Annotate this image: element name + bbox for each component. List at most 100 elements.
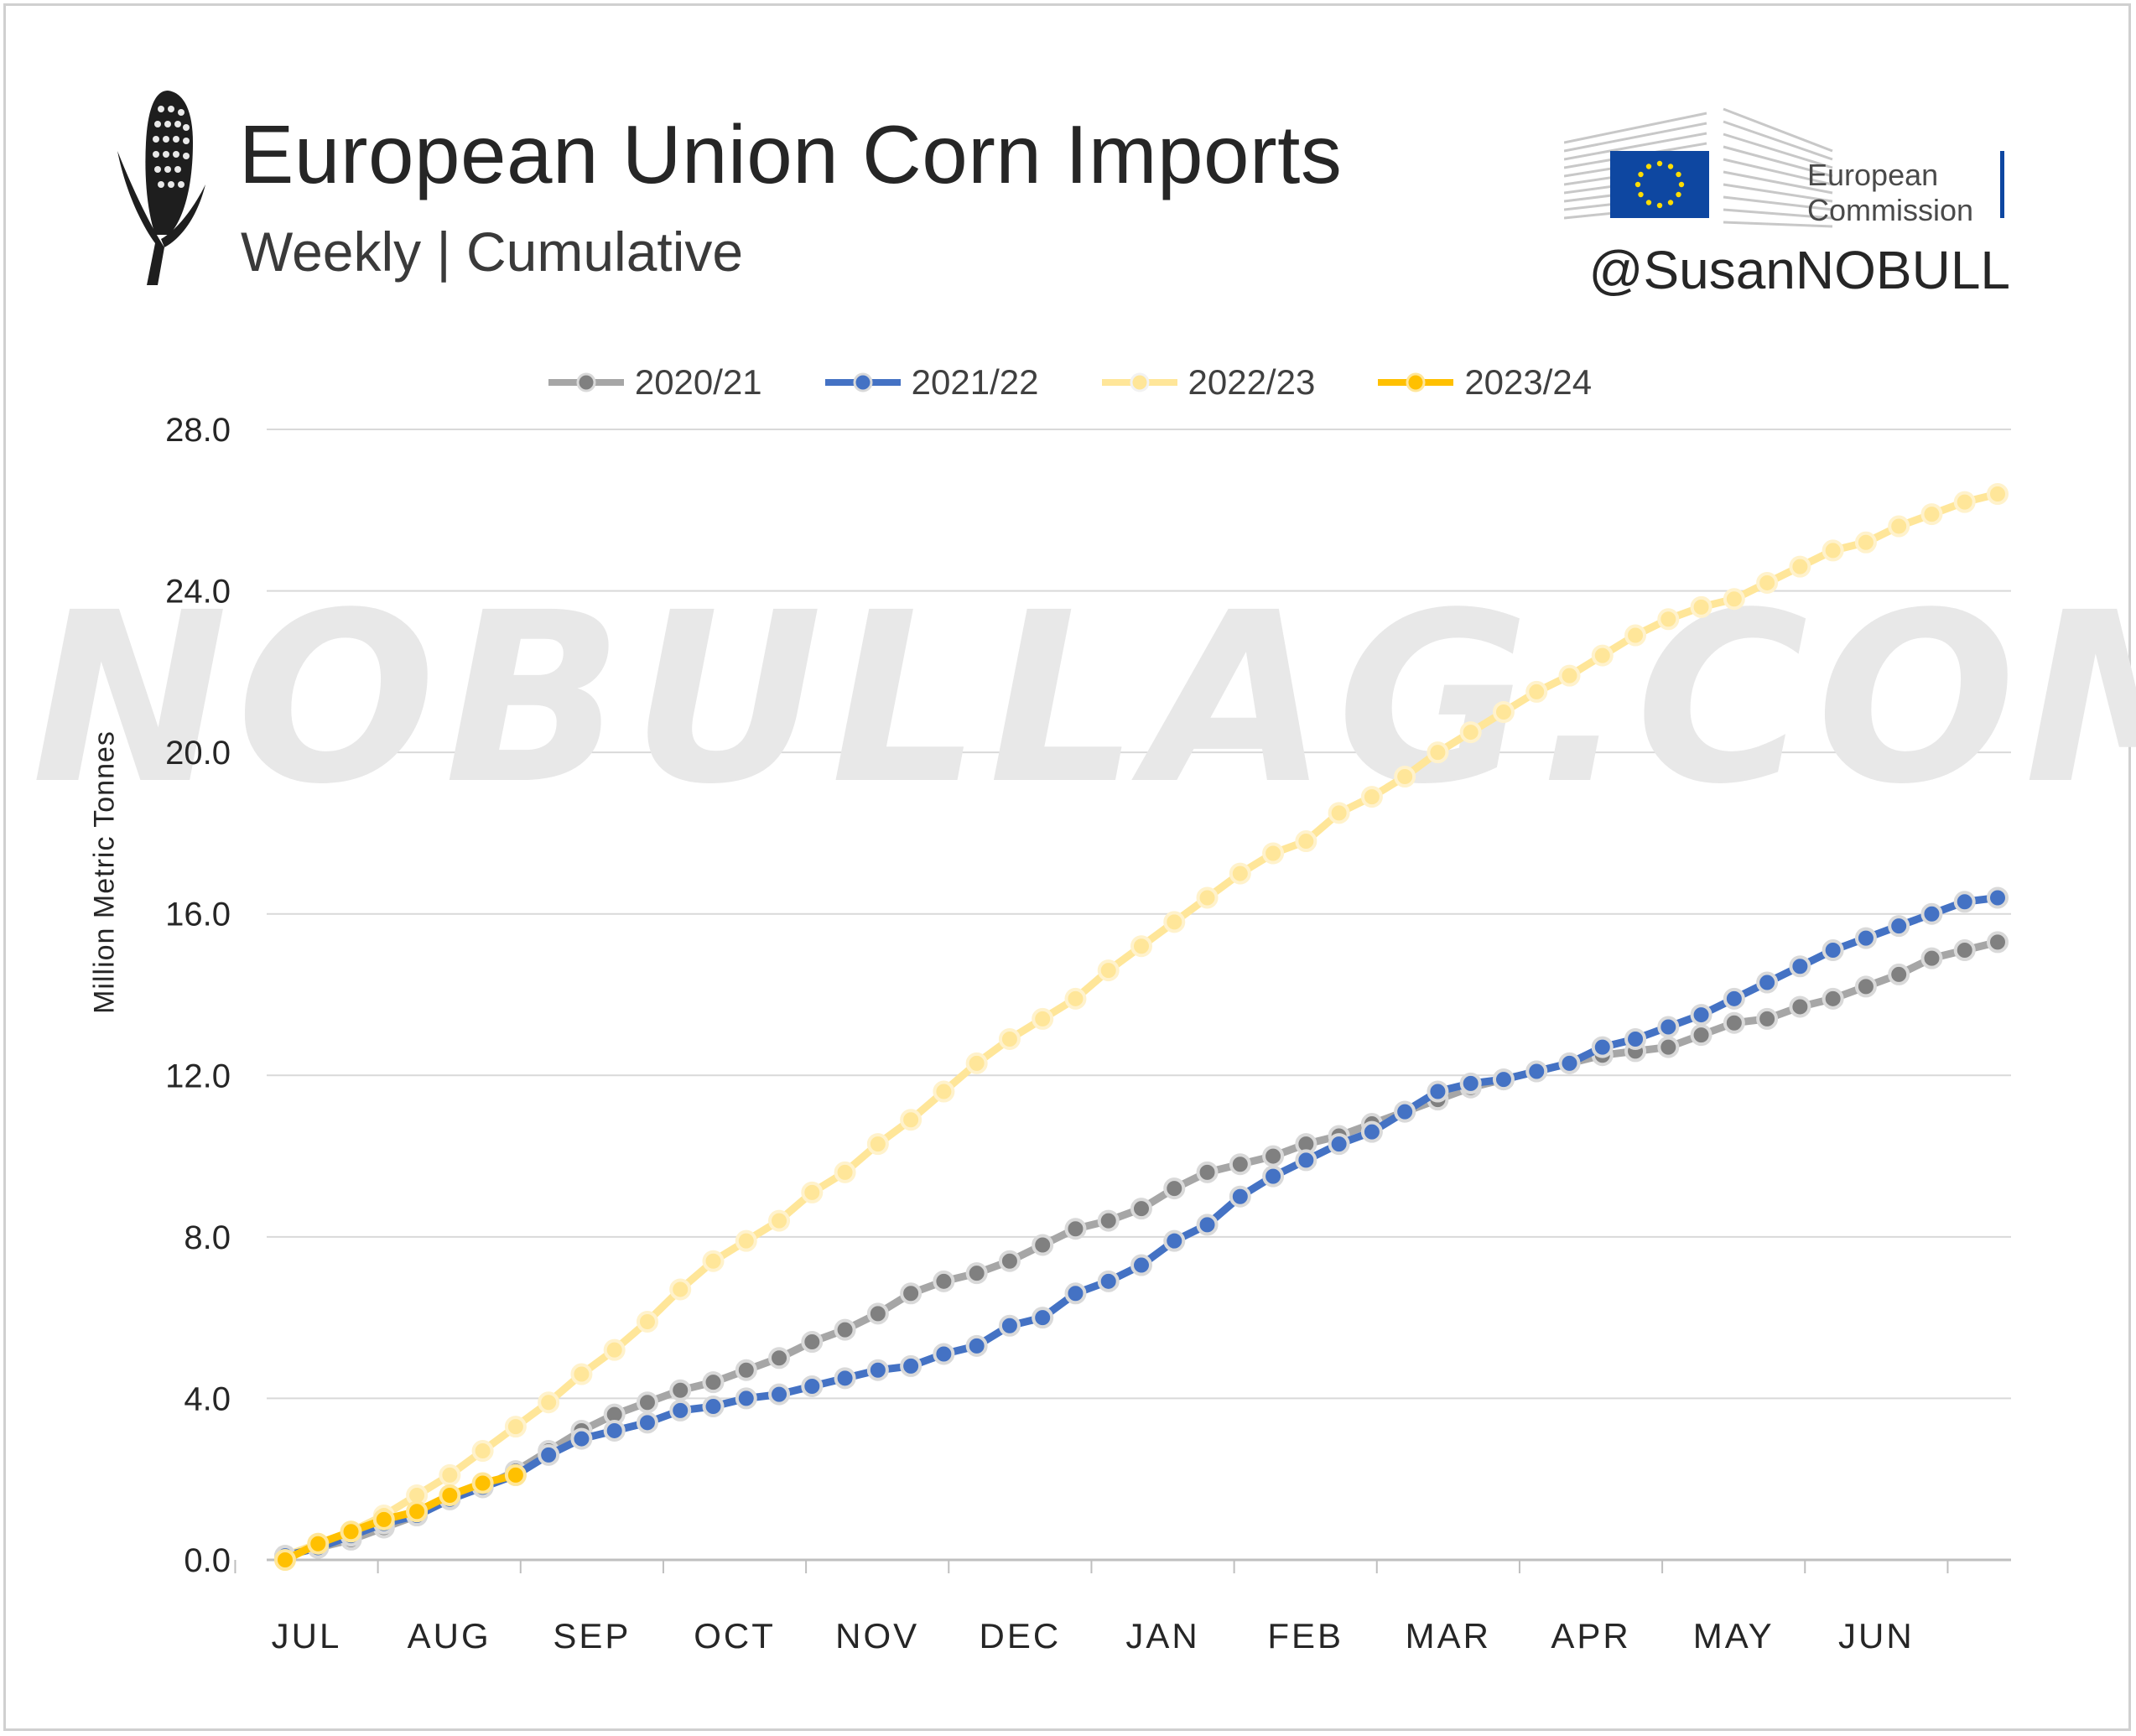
chart-title: European Union Corn Imports: [239, 108, 1343, 200]
y-tick-label: 16.0: [165, 897, 231, 933]
data-point: [406, 1500, 429, 1523]
legend-item-2023-24: 2023/24: [1374, 362, 1592, 403]
data-point: [570, 1363, 593, 1385]
data-point: [1657, 1036, 1680, 1058]
data-point: [1328, 802, 1350, 824]
data-point: [274, 1549, 296, 1571]
data-point: [900, 1354, 922, 1377]
x-tick-label: MAY: [1693, 1616, 1775, 1655]
data-point: [1163, 1229, 1186, 1252]
data-point: [933, 1343, 955, 1365]
data-point: [1459, 1072, 1482, 1094]
data-point: [834, 1161, 856, 1183]
y-tick-label: 28.0: [165, 412, 231, 449]
legend-swatch-2022-23: [1101, 372, 1177, 392]
legend-label-2021-22: 2021/22: [911, 362, 1039, 402]
data-point: [636, 1310, 658, 1333]
x-tick-label: MAR: [1406, 1616, 1491, 1655]
x-tick-label: SEP: [553, 1616, 631, 1655]
data-point: [1723, 588, 1745, 611]
data-point: [636, 1391, 658, 1414]
data-point: [965, 1262, 988, 1285]
data-point: [834, 1318, 856, 1341]
european-commission-logo: [1564, 107, 2004, 228]
data-point: [1723, 1011, 1745, 1034]
data-point: [1987, 483, 2009, 506]
data-point: [1394, 766, 1416, 788]
chart-frame: [3, 3, 2131, 1731]
data-point: [1690, 595, 1712, 618]
x-tick-label: JUL: [272, 1616, 342, 1655]
x-tick-label: DEC: [980, 1616, 1062, 1655]
legend-swatch-2023-24: [1378, 372, 1454, 392]
data-point: [866, 1133, 889, 1156]
data-point: [735, 1229, 757, 1252]
data-point: [768, 1209, 791, 1232]
data-point: [307, 1532, 330, 1555]
y-tick-label: 24.0: [165, 574, 231, 611]
series-line: [281, 938, 2002, 1560]
data-point: [1690, 1024, 1712, 1047]
data-point: [1888, 963, 1910, 985]
data-point: [965, 1052, 988, 1074]
data-point: [1459, 721, 1482, 744]
data-point: [1229, 1185, 1251, 1208]
data-point: [471, 1472, 494, 1494]
data-point: [900, 1282, 922, 1305]
data-point: [801, 1181, 824, 1203]
data-point: [636, 1411, 658, 1434]
data-point: [1987, 931, 2009, 954]
watermark: NOBULLAG.COM: [31, 563, 2136, 836]
data-point: [538, 1391, 560, 1414]
data-point: [735, 1387, 757, 1410]
y-tick-label: 20.0: [165, 735, 231, 772]
data-point: [1064, 1282, 1087, 1305]
data-point: [768, 1383, 791, 1406]
data-point: [998, 1250, 1021, 1272]
data-point: [866, 1359, 889, 1381]
x-tick-label: AUG: [408, 1616, 491, 1655]
data-point: [1262, 1165, 1285, 1188]
data-point: [1130, 1198, 1152, 1220]
data-point: [933, 1270, 955, 1292]
legend-item-2021-22: 2021/22: [821, 362, 1039, 403]
data-point: [1229, 862, 1251, 885]
data-point: [1295, 830, 1317, 853]
data-point: [1558, 664, 1581, 687]
data-point: [1756, 1007, 1779, 1030]
y-tick-label: 0.0: [184, 1542, 231, 1579]
data-point: [669, 1278, 692, 1301]
logo-text-line1: European: [1807, 158, 1939, 192]
data-point: [1624, 1027, 1647, 1050]
data-point: [1624, 624, 1647, 647]
data-point: [1163, 911, 1186, 933]
data-point: [1360, 786, 1383, 808]
series-2021-22: [274, 886, 2009, 1567]
data-point: [1854, 531, 1877, 554]
data-point: [702, 1371, 725, 1394]
legend-swatch-2021-22: [824, 372, 901, 392]
data-point: [538, 1443, 560, 1466]
data-point: [801, 1375, 824, 1397]
data-point: [1064, 1218, 1087, 1240]
data-point: [570, 1427, 593, 1450]
data-point: [1657, 608, 1680, 631]
data-point: [702, 1396, 725, 1418]
data-point: [1032, 1307, 1054, 1329]
data-point: [1427, 741, 1449, 764]
legend-swatch-2020-21: [548, 372, 624, 392]
legend-item-2020-21: 2020/21: [544, 362, 762, 403]
data-point: [933, 1080, 955, 1103]
data-point: [603, 1338, 626, 1361]
data-point: [801, 1331, 824, 1354]
x-tick-label: JAN: [1125, 1616, 1199, 1655]
data-point: [1360, 1120, 1383, 1143]
data-point: [1822, 939, 1844, 962]
data-point: [1920, 947, 1943, 969]
data-point: [439, 1463, 461, 1486]
data-point: [998, 1314, 1021, 1337]
data-point: [669, 1379, 692, 1401]
series-2020-21: [274, 931, 2009, 1567]
data-point: [1953, 891, 1976, 913]
